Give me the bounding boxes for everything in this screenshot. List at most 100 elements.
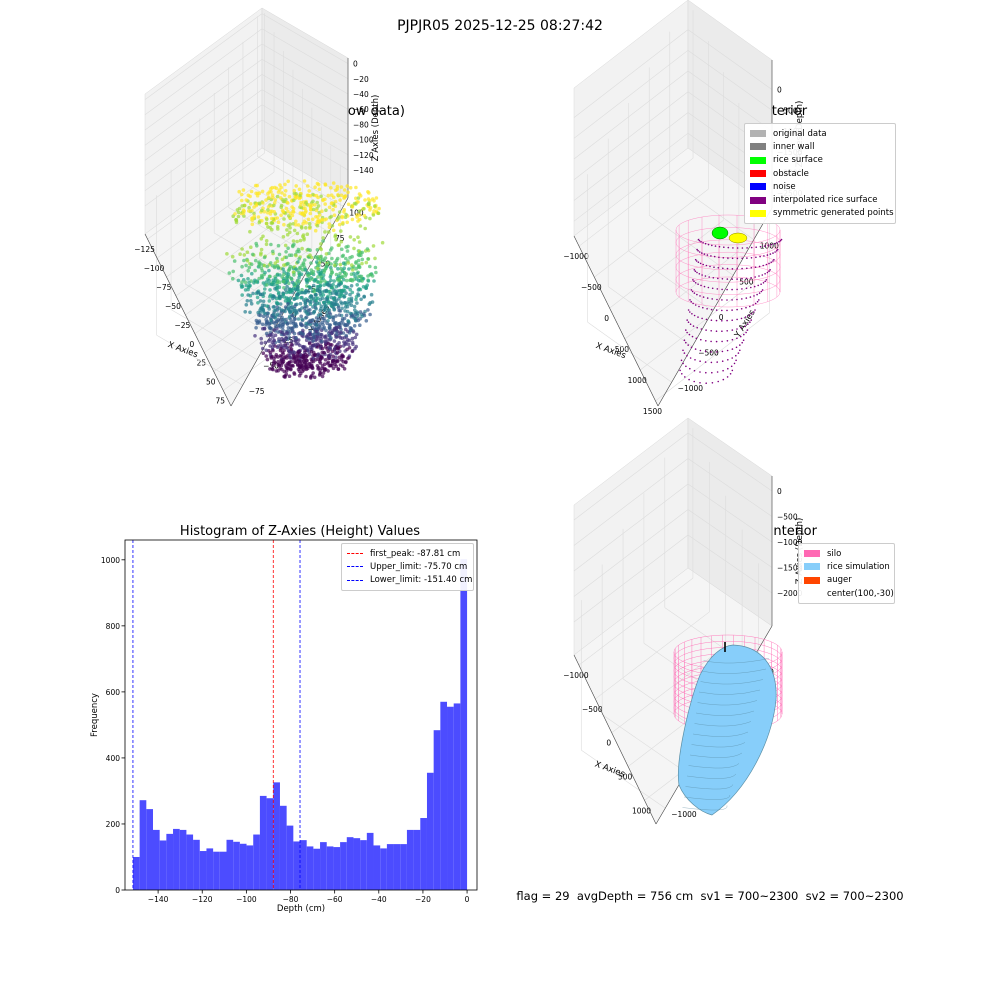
interpolated-point	[766, 271, 769, 274]
raw-point-cloud	[225, 179, 385, 380]
interpolated-point	[726, 330, 728, 332]
raw-point	[278, 196, 283, 200]
raw-point	[297, 257, 302, 261]
raw-point	[277, 363, 282, 368]
raw-point	[275, 288, 279, 292]
interpolated-point	[758, 299, 760, 301]
raw-point	[362, 312, 366, 316]
raw-point	[261, 326, 265, 331]
interpolated-point	[779, 239, 782, 242]
raw-point	[380, 240, 385, 245]
raw-point	[333, 260, 337, 265]
interpolated-point	[709, 265, 711, 268]
raw-point	[334, 314, 338, 318]
raw-point	[327, 308, 332, 312]
raw-point	[282, 272, 286, 277]
sim-z-grid-left	[573, 458, 689, 546]
raw-point	[253, 334, 257, 338]
interpolated-point	[713, 255, 716, 258]
raw-point	[251, 291, 255, 296]
raw-point	[276, 355, 280, 359]
histogram-bar	[333, 847, 341, 890]
raw-point	[315, 181, 320, 186]
raw-point	[373, 256, 377, 261]
raw-point	[292, 309, 297, 313]
raw-point	[362, 206, 366, 211]
histogram-bar	[146, 809, 153, 890]
legend-entry: symmetric generated points	[750, 207, 894, 220]
raw-point	[275, 312, 280, 317]
raw-point	[368, 273, 373, 277]
raw-point	[279, 213, 283, 218]
cls-x-axis	[573, 235, 659, 407]
raw-point	[372, 204, 377, 208]
raw-point	[336, 217, 340, 221]
interpolated-point	[736, 337, 738, 340]
raw-y-grid	[156, 334, 243, 386]
raw-point	[305, 184, 310, 188]
raw-point	[309, 261, 313, 265]
histogram-bar	[273, 782, 280, 890]
raw-point	[294, 267, 298, 271]
raw-point	[255, 183, 259, 188]
simulation-3d-plot: −1000−50005001000−1000−500050010000−500−…	[563, 417, 805, 825]
raw-point	[267, 190, 272, 194]
interpolated-point	[699, 262, 702, 265]
raw-point	[325, 263, 329, 267]
raw-point	[370, 300, 375, 304]
raw-point	[337, 210, 342, 214]
interpolated-point	[701, 252, 703, 254]
raw-point	[314, 337, 319, 342]
raw-point	[315, 223, 320, 228]
raw-point	[313, 303, 317, 307]
raw-point	[304, 321, 308, 326]
sim-z-grid	[687, 509, 773, 568]
interpolated-point	[746, 267, 748, 270]
raw-point	[355, 283, 360, 287]
histogram-bar	[193, 839, 200, 890]
raw-point	[300, 317, 304, 322]
raw-point	[345, 278, 349, 283]
interpolated-point	[693, 269, 696, 271]
raw-point	[332, 263, 337, 268]
sim-x-tick: 0	[606, 739, 611, 748]
interpolated-point	[755, 256, 757, 259]
raw-point	[240, 204, 244, 208]
raw-point	[253, 258, 258, 263]
raw-z-tick: −40	[353, 90, 369, 99]
raw-point	[351, 342, 355, 347]
legend-swatch	[804, 563, 820, 571]
raw-point	[286, 223, 291, 228]
raw-data-3d-plot: −125−100−75−50−250255075−75−50−250255075…	[134, 7, 385, 407]
raw-point	[290, 305, 294, 309]
raw-point	[292, 282, 296, 287]
raw-point	[236, 210, 241, 215]
raw-point	[288, 264, 293, 269]
raw-z-tick: −60	[353, 105, 369, 114]
interpolated-point	[705, 382, 707, 385]
interpolated-point	[754, 309, 756, 311]
raw-point	[258, 313, 263, 318]
interpolated-point	[693, 380, 695, 383]
raw-point	[312, 375, 317, 380]
raw-point	[294, 192, 298, 196]
cls-x-grid	[578, 157, 694, 247]
raw-point	[353, 308, 357, 312]
legend-label: obstacle	[773, 168, 809, 179]
raw-point	[337, 277, 341, 281]
raw-point	[246, 269, 250, 273]
raw-point	[302, 345, 306, 350]
raw-point	[330, 270, 335, 275]
raw-point	[296, 223, 301, 227]
raw-point	[308, 225, 312, 229]
histogram-bar	[159, 840, 167, 890]
raw-point	[318, 308, 323, 313]
raw-point	[249, 302, 254, 306]
rice-simulation-mesh	[682, 658, 770, 811]
cls-z-grid	[687, 70, 773, 132]
raw-point	[271, 305, 276, 309]
raw-point	[292, 228, 297, 233]
rice-simulation-surface	[678, 644, 777, 816]
legend-swatch	[750, 156, 766, 164]
interpolated-point	[694, 270, 697, 273]
